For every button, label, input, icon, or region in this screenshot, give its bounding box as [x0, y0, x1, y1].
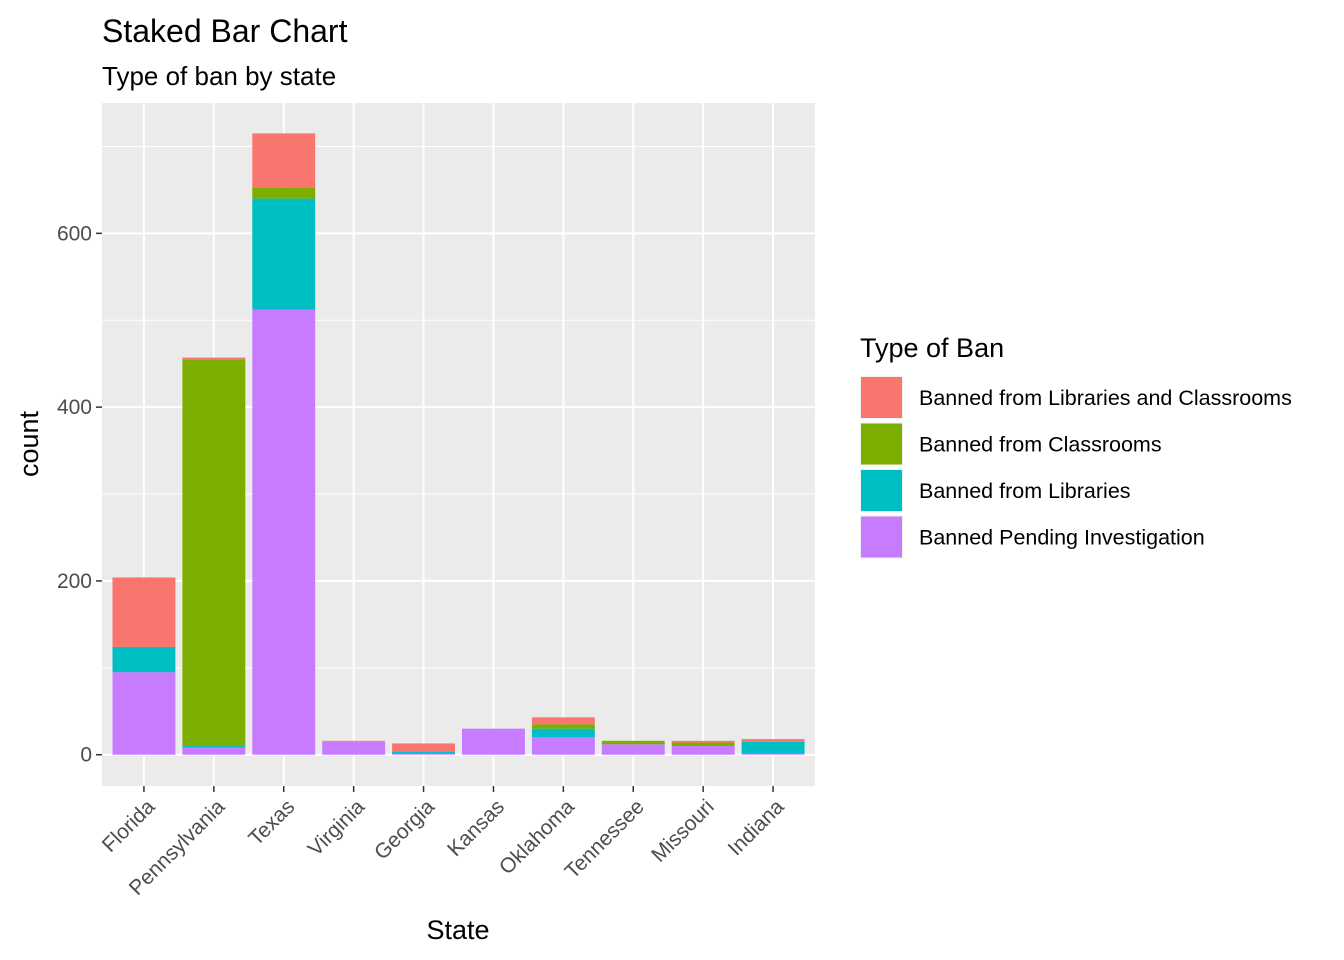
bar-segment: [252, 198, 316, 310]
x-tick-label: Virginia: [304, 795, 370, 861]
chart-title: Staked Bar Chart: [102, 13, 348, 49]
bar-segment: [252, 133, 316, 188]
x-tick-label: Indiana: [724, 795, 789, 860]
y-tick-label: 0: [80, 744, 92, 767]
bar-segment: [741, 753, 805, 755]
x-tick-label: Georgia: [370, 795, 439, 864]
bar-segment: [112, 646, 176, 673]
bar-segment: [392, 743, 456, 752]
legend-swatch: [861, 423, 902, 465]
legend-swatch: [861, 516, 902, 558]
bar-segment: [671, 746, 735, 755]
bar-segment: [671, 740, 735, 743]
bars: [112, 133, 805, 755]
bar-segment: [461, 728, 525, 755]
bar-segment: [601, 740, 665, 745]
legend-swatch: [861, 470, 902, 511]
y-tick-label: 400: [57, 396, 92, 419]
bar-segment: [182, 357, 246, 360]
legend-swatch: [861, 377, 902, 418]
bar-segment: [741, 741, 805, 754]
bar-segment: [182, 359, 246, 746]
x-tick-label: Florida: [98, 795, 160, 857]
bar-segment: [182, 745, 246, 748]
legend-items: Banned from Libraries and Classrooms Bann…: [860, 376, 1292, 559]
bar-segment: [531, 717, 595, 725]
bar-segment: [322, 740, 386, 742]
legend-label: Banned from Classrooms: [919, 433, 1162, 457]
bar-segment: [531, 728, 595, 738]
bar-segment: [182, 747, 246, 755]
bar-segment: [112, 577, 176, 647]
bar-segment: [531, 724, 595, 729]
bar-segment: [601, 744, 665, 755]
bar-segment: [531, 737, 595, 755]
y-axis-title: count: [14, 410, 44, 477]
legend-label: Banned from Libraries: [919, 479, 1131, 503]
bar-segment: [322, 741, 386, 755]
chart-subtitle: Type of ban by state: [102, 61, 336, 91]
bar-segment: [671, 742, 735, 747]
y-axis: 0 200 400 600: [57, 222, 102, 767]
bar-segment: [252, 309, 316, 755]
legend-label: Banned Pending Investigation: [919, 526, 1205, 550]
legend: Type of Ban Banned from Libraries and Cl…: [860, 333, 1292, 559]
legend-label: Banned from Libraries and Classrooms: [919, 386, 1292, 410]
x-axis-title: State: [426, 915, 489, 945]
x-tick-label: Missouri: [647, 795, 719, 867]
bar-segment: [252, 187, 316, 199]
y-tick-label: 600: [57, 222, 92, 245]
bar-segment: [392, 751, 456, 754]
y-tick-label: 200: [57, 570, 92, 593]
bar-segment: [741, 739, 805, 742]
bar-segment: [112, 672, 176, 755]
x-tick-label: Texas: [244, 795, 299, 850]
legend-title: Type of Ban: [860, 333, 1004, 363]
x-tick-label: Kansas: [443, 795, 509, 861]
bar-segment: [392, 753, 456, 755]
